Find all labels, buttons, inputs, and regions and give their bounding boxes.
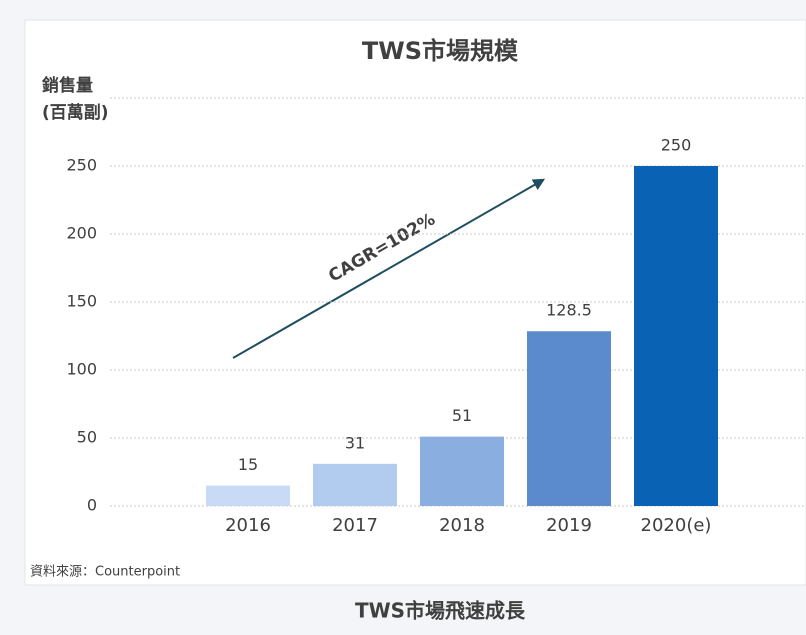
- value-label: 15: [238, 455, 258, 474]
- caption: TWS市場飛速成長: [355, 599, 526, 623]
- y-tick-label: 0: [87, 496, 97, 515]
- y-tick-label: 150: [66, 292, 97, 311]
- value-label: 51: [452, 406, 472, 425]
- y-tick-label: 200: [66, 224, 97, 243]
- x-tick-label: 2019: [546, 515, 592, 536]
- cagr-arrow: [232, 178, 546, 359]
- x-tick-label: 2018: [439, 515, 485, 536]
- chart-title: TWS市場規模: [362, 37, 519, 65]
- bar: [527, 331, 611, 506]
- y-axis-label: (百萬副): [42, 102, 109, 123]
- y-tick-label: 250: [66, 156, 97, 175]
- x-tick-label: 2020(e): [641, 515, 712, 536]
- value-label: 31: [345, 433, 365, 452]
- bar: [420, 436, 504, 506]
- value-label: 128.5: [546, 301, 592, 320]
- y-tick-label: 50: [77, 428, 97, 447]
- x-tick-label: 2017: [332, 515, 378, 536]
- bar: [206, 485, 290, 506]
- x-tick-label: 2016: [225, 515, 271, 536]
- y-axis-label: 銷售量: [42, 75, 93, 96]
- value-label: 250: [661, 136, 692, 155]
- source: 資料來源：Counterpoint: [30, 565, 180, 580]
- bar: [634, 166, 718, 506]
- y-tick-label: 100: [66, 360, 97, 379]
- bar: [313, 463, 397, 506]
